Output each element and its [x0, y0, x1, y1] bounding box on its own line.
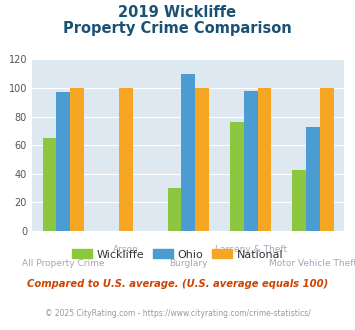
Text: All Property Crime: All Property Crime [22, 259, 104, 268]
Text: © 2025 CityRating.com - https://www.cityrating.com/crime-statistics/: © 2025 CityRating.com - https://www.city… [45, 309, 310, 317]
Text: Motor Vehicle Theft: Motor Vehicle Theft [269, 259, 355, 268]
Bar [43, 138, 56, 231]
Text: Larceny & Theft: Larceny & Theft [214, 245, 287, 254]
Bar [230, 122, 244, 231]
Text: Property Crime Comparison: Property Crime Comparison [63, 21, 292, 36]
Bar [70, 88, 84, 231]
Text: Arson: Arson [113, 245, 138, 254]
Bar [195, 88, 209, 231]
Bar [244, 91, 257, 231]
Text: Compared to U.S. average. (U.S. average equals 100): Compared to U.S. average. (U.S. average … [27, 279, 328, 289]
Bar [168, 188, 181, 231]
Bar [119, 88, 132, 231]
Bar [293, 170, 306, 231]
Text: Burglary: Burglary [169, 259, 207, 268]
Legend: Wickliffe, Ohio, National: Wickliffe, Ohio, National [67, 245, 288, 264]
Text: 2019 Wickliffe: 2019 Wickliffe [119, 5, 236, 20]
Bar [306, 127, 320, 231]
Bar [56, 92, 70, 231]
Bar [181, 74, 195, 231]
Bar [257, 88, 271, 231]
Bar [320, 88, 334, 231]
